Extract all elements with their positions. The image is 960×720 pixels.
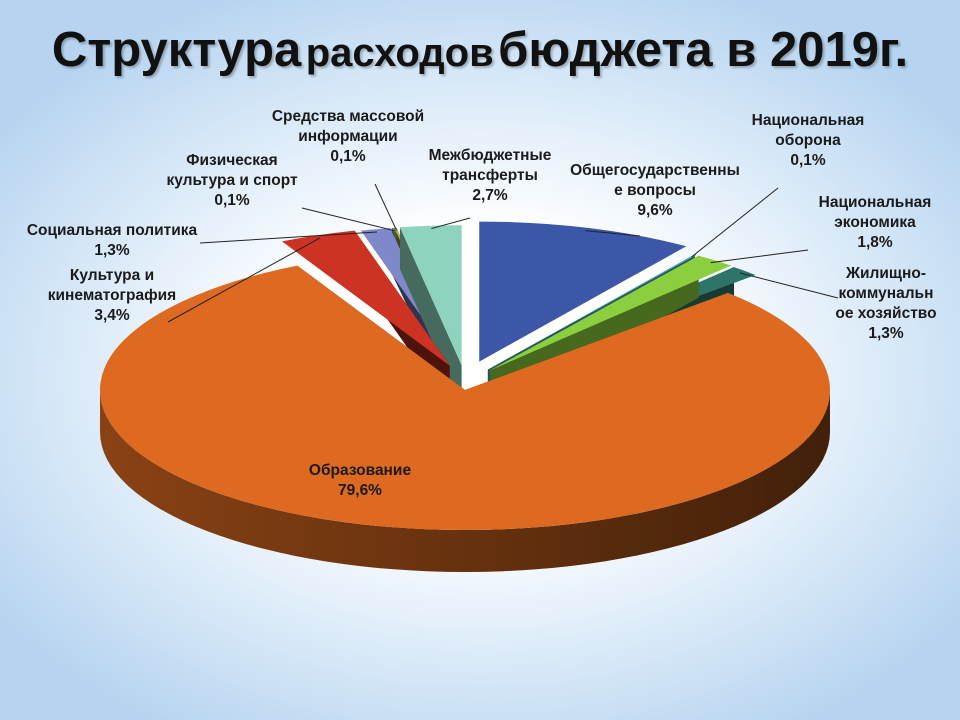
title-part-1: Структура (51, 23, 302, 77)
leader-line (167, 237, 321, 323)
data-label: Образование 79,6% (309, 462, 412, 499)
leader-line (374, 183, 398, 231)
leader-line (710, 249, 809, 264)
slice-side (100, 390, 830, 572)
slice-top (282, 230, 450, 366)
leader-line (585, 230, 641, 237)
slice-top (489, 255, 732, 371)
leader-line (691, 187, 779, 258)
slice-top (99, 265, 830, 530)
leader-line (301, 207, 395, 232)
data-label: Физическая культура и спорт 0,1% (166, 152, 298, 209)
pie-slice (99, 265, 830, 572)
data-label: Социальная политика 1,3% (27, 222, 198, 259)
slice-top (479, 221, 687, 362)
slice-top (399, 225, 462, 366)
data-label: Межбюджетные трансферты 2,7% (429, 147, 552, 204)
title-part-3: бюджета в 2019г. (498, 23, 909, 77)
chart-title: Структура расходов бюджета в 2019г. (0, 22, 960, 78)
slice-top (487, 254, 697, 370)
data-label: Жилищно-коммунальн ое хозяйство 1,3% (835, 265, 936, 342)
data-label: Национальная экономика 1,8% (819, 194, 932, 251)
data-label: Культура и кинематография 3,4% (48, 267, 176, 324)
data-label: Средства массовой информации 0,1% (272, 108, 424, 165)
data-label: Национальная оборона 0,1% (752, 112, 865, 169)
leader-line (739, 272, 839, 299)
data-label: Общегосударственны е вопросы 9,6% (570, 162, 740, 219)
title-part-2: расходов (305, 31, 494, 75)
leader-line (199, 231, 378, 244)
leader-line (431, 217, 471, 230)
pie-slice (479, 221, 687, 362)
